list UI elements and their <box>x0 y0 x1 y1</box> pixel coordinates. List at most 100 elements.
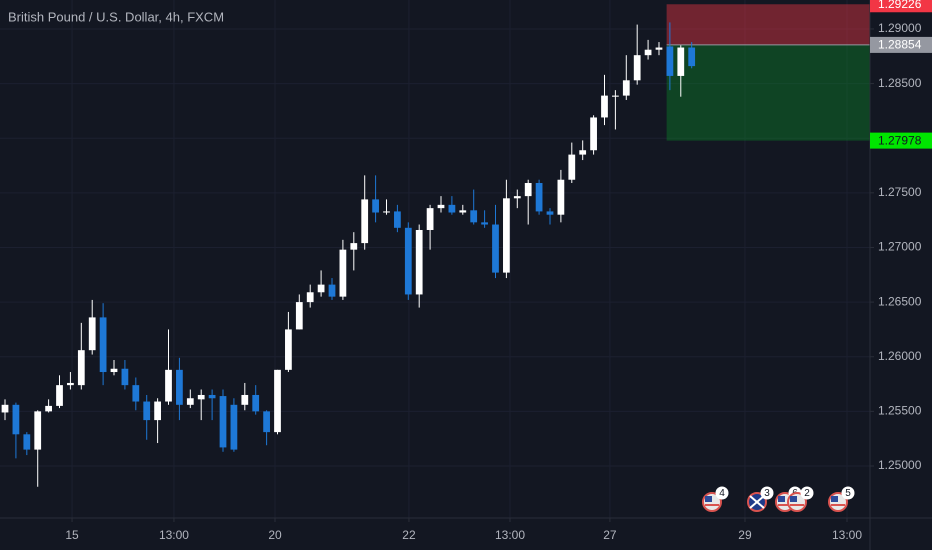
position-tool <box>666 4 870 141</box>
candle-body <box>56 385 63 406</box>
chart-title: British Pound / U.S. Dollar, 4h, FXCM <box>8 9 224 24</box>
candle-body <box>361 199 369 244</box>
flag-canton <box>705 496 712 502</box>
event-badge <box>715 486 729 500</box>
candle-body <box>285 329 292 370</box>
candle-body <box>579 150 587 155</box>
event-badge <box>760 486 774 500</box>
candle-body <box>154 401 161 421</box>
price-tag-label: 1.29226 <box>878 0 922 11</box>
event-count: 4 <box>719 488 725 499</box>
y-tick-label: 1.27000 <box>878 240 922 254</box>
candle-body <box>383 211 390 213</box>
candle-body <box>644 49 652 56</box>
flag-canton <box>778 496 785 502</box>
candle-body <box>328 284 336 297</box>
flag-canton <box>831 496 838 502</box>
candle-body <box>1 404 9 413</box>
candle-body <box>132 385 140 402</box>
event-count: 3 <box>764 488 770 499</box>
candle-body <box>394 211 401 228</box>
candle-body <box>666 46 674 76</box>
candle-body <box>67 382 74 386</box>
candle-body <box>295 302 303 330</box>
candle-body <box>601 95 608 118</box>
candle-body <box>437 204 445 209</box>
candle-body <box>241 394 249 405</box>
candle-body <box>121 368 129 386</box>
event-count: 5 <box>845 488 851 499</box>
candle-body <box>404 227 412 295</box>
candle-body <box>165 369 172 402</box>
event-count: 2 <box>804 488 810 499</box>
candle-body <box>655 47 663 50</box>
candle-body <box>45 405 52 412</box>
candle-body <box>88 317 96 351</box>
price-tag-label: 1.28854 <box>878 38 922 52</box>
candle-body <box>546 211 554 215</box>
candle-body <box>688 47 696 67</box>
price-tag <box>870 132 932 149</box>
candle-body <box>470 210 478 223</box>
x-tick-label: 15 <box>65 528 79 542</box>
price-labels: 1.29226 1.28854 1.27978 <box>870 0 932 149</box>
flag-cross <box>749 495 765 509</box>
y-tick-label: 1.27500 <box>878 185 922 199</box>
candle-body <box>513 196 521 199</box>
candle-body <box>219 396 227 448</box>
x-tick-label: 13:00 <box>159 528 189 542</box>
candle-body <box>208 394 216 399</box>
x-tick-label: 20 <box>268 528 282 542</box>
candle-body <box>34 411 42 450</box>
candle-body <box>448 204 456 213</box>
candles <box>1 22 696 487</box>
candle-body <box>176 369 183 405</box>
candle-body <box>557 179 565 215</box>
price-tag <box>870 0 932 13</box>
candle-body <box>535 183 543 212</box>
candle-body <box>568 154 576 180</box>
x-tick-label: 13:00 <box>832 528 862 542</box>
flag-canton <box>790 496 797 502</box>
y-tick-label: 1.28500 <box>878 76 922 90</box>
price-tag <box>870 36 932 53</box>
candle-body <box>186 398 194 405</box>
x-tick-label: 22 <box>402 528 416 542</box>
candle-body <box>459 210 467 213</box>
candle-body <box>252 394 260 412</box>
candle-body <box>612 95 619 97</box>
y-tick-label: 1.29000 <box>878 21 922 35</box>
price-tag-label: 1.27978 <box>878 133 922 147</box>
candle-body <box>263 411 270 433</box>
y-tick-label: 1.25000 <box>878 458 922 472</box>
candle-body <box>143 401 151 421</box>
y-tick-label: 1.25500 <box>878 404 922 418</box>
y-tick-label: 1.26000 <box>878 349 922 363</box>
event-badge <box>841 486 855 500</box>
candle-body <box>524 183 532 197</box>
candle-body <box>110 368 118 373</box>
x-tick-label: 29 <box>738 528 752 542</box>
candle-body <box>622 80 630 96</box>
candle-body <box>99 317 107 373</box>
y-tick-label: 1.26500 <box>878 294 922 308</box>
events: 43625 <box>702 486 855 512</box>
candle-body <box>197 394 205 400</box>
candle-body <box>77 350 85 386</box>
candle-body <box>415 229 423 295</box>
target-zone <box>666 44 870 141</box>
candle-body <box>306 292 314 303</box>
candle-body <box>372 199 379 213</box>
candle-body <box>23 434 31 450</box>
candle-body <box>339 249 347 297</box>
x-tick-label: 13:00 <box>495 528 525 542</box>
candle-body <box>317 284 325 293</box>
candle-body <box>503 198 510 273</box>
candle-body <box>350 243 358 250</box>
candle-body <box>492 224 499 273</box>
stop-zone <box>666 4 870 45</box>
candle-body <box>481 222 488 225</box>
